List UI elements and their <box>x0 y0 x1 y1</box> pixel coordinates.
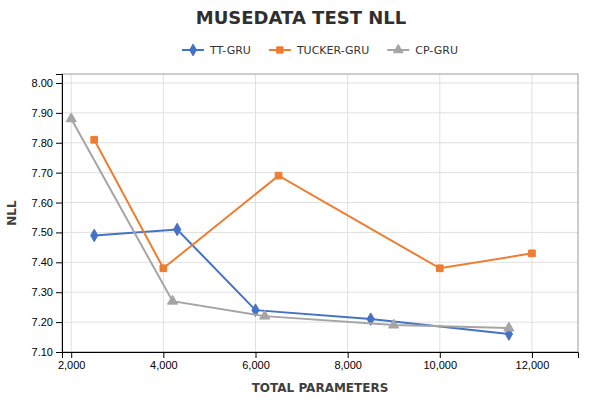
y-tick-label: 7.10 <box>32 346 53 358</box>
y-grid-line <box>62 322 578 323</box>
grid <box>62 74 578 352</box>
series-marker <box>529 250 536 257</box>
y-tick: 7.50 <box>32 226 62 238</box>
series-line <box>94 140 532 269</box>
y-tick-mark <box>56 113 62 114</box>
y-tick: 7.10 <box>32 346 62 358</box>
y-axis-line <box>56 75 63 353</box>
y-tick-mark <box>56 173 62 174</box>
y-tick: 7.20 <box>32 316 62 328</box>
y-tick-mark <box>56 352 62 353</box>
y-grid-line <box>62 262 578 263</box>
legend-label: TUCKER-GRU <box>296 44 369 57</box>
series-marker <box>260 310 270 319</box>
y-tick-mark <box>56 322 62 323</box>
y-tick-mark <box>56 232 62 233</box>
y-tick-label: 7.40 <box>32 256 53 268</box>
y-tick-mark <box>56 203 62 204</box>
y-tick: 7.90 <box>32 107 62 119</box>
y-grid-line <box>62 172 578 173</box>
x-grid-line <box>163 74 164 352</box>
x-tick-mark <box>163 352 164 358</box>
x-tick: 6,000 <box>242 352 270 371</box>
y-tick-label: 7.70 <box>32 167 53 179</box>
legend-item: CP-GRU <box>387 44 458 57</box>
y-grid-line <box>62 112 578 113</box>
plot-area: 2,000 4,000 6,000 8,000 10,000 12,000 7.10 7.20… <box>32 74 579 371</box>
y-tick-mark <box>56 143 62 144</box>
series-group <box>66 113 535 340</box>
x-tick-label: 6,000 <box>242 359 270 371</box>
x-tick-mark <box>440 352 441 358</box>
y-grid-line <box>62 142 578 143</box>
x-tick-mark <box>348 352 349 358</box>
x-axis-line <box>63 353 579 359</box>
y-tick: 7.40 <box>32 256 62 268</box>
series-marker <box>174 223 181 235</box>
x-tick-mark <box>256 352 257 358</box>
x-tick-label: 8,000 <box>334 359 362 371</box>
y-tick: 7.80 <box>32 137 62 149</box>
y-tick-label: 7.20 <box>32 316 53 328</box>
y-tick-label: 7.80 <box>32 137 53 149</box>
legend: TT-GRU TUCKER-GRU CP-GRU <box>182 44 458 57</box>
x-tick-label: 12,000 <box>516 359 550 371</box>
y-axis-title: NLL <box>5 200 19 226</box>
y-grid-line <box>62 82 578 83</box>
x-tick: 10,000 <box>423 352 457 371</box>
legend-item: TUCKER-GRU <box>269 44 369 57</box>
legend-marker <box>393 44 403 52</box>
x-tick-label: 2,000 <box>58 359 86 371</box>
series-marker <box>275 172 282 179</box>
y-tick-label: 8.00 <box>32 77 53 89</box>
y-axis: 7.10 7.20 7.30 7.40 7.50 7.60 7.70 7.80 7.90 8.00 <box>32 75 63 359</box>
x-tick: 8,000 <box>334 352 362 371</box>
x-tick-mark <box>71 352 72 358</box>
legend-label: TT-GRU <box>209 44 251 57</box>
x-tick: 2,000 <box>58 352 86 371</box>
x-grid-line <box>439 74 440 352</box>
x-tick-label: 4,000 <box>150 359 178 371</box>
x-grid-line <box>347 74 348 352</box>
plot-frame <box>62 74 578 352</box>
series-marker <box>91 229 98 241</box>
series-marker <box>504 322 514 331</box>
series-marker <box>160 265 167 272</box>
x-grid-line <box>531 74 532 352</box>
legend-item: TT-GRU <box>182 44 251 57</box>
series-marker <box>66 113 76 122</box>
x-tick: 12,000 <box>516 352 550 371</box>
x-axis: 2,000 4,000 6,000 8,000 10,000 12,000 <box>58 352 579 371</box>
y-tick: 7.30 <box>32 286 62 298</box>
y-tick-mark <box>56 262 62 263</box>
y-tick-label: 7.60 <box>32 197 53 209</box>
series-marker <box>91 136 98 143</box>
legend-label: CP-GRU <box>415 44 458 57</box>
y-tick: 7.70 <box>32 167 62 179</box>
y-tick-mark <box>56 292 62 293</box>
chart: 2,000 4,000 6,000 8,000 10,000 12,000 7.10 7.20… <box>0 0 602 404</box>
x-tick: 4,000 <box>150 352 178 371</box>
legend-marker <box>277 47 283 53</box>
y-grid-line <box>62 292 578 293</box>
y-grid-line <box>62 202 578 203</box>
y-tick-label: 7.50 <box>32 226 53 238</box>
series-marker <box>389 319 399 328</box>
x-tick-mark <box>532 352 533 358</box>
series-line <box>71 119 509 328</box>
y-tick-label: 7.30 <box>32 286 53 298</box>
x-axis-title: TOTAL PARAMETERS <box>252 381 389 395</box>
series-marker <box>167 295 177 304</box>
series-marker <box>436 265 443 272</box>
x-tick-label: 10,000 <box>423 359 457 371</box>
legend-marker <box>190 44 197 56</box>
y-tick-mark <box>56 83 62 84</box>
title: MUSEDATA TEST NLL <box>196 7 406 28</box>
y-tick: 7.60 <box>32 197 62 209</box>
y-tick: 8.00 <box>32 77 62 89</box>
y-tick-label: 7.90 <box>32 107 53 119</box>
